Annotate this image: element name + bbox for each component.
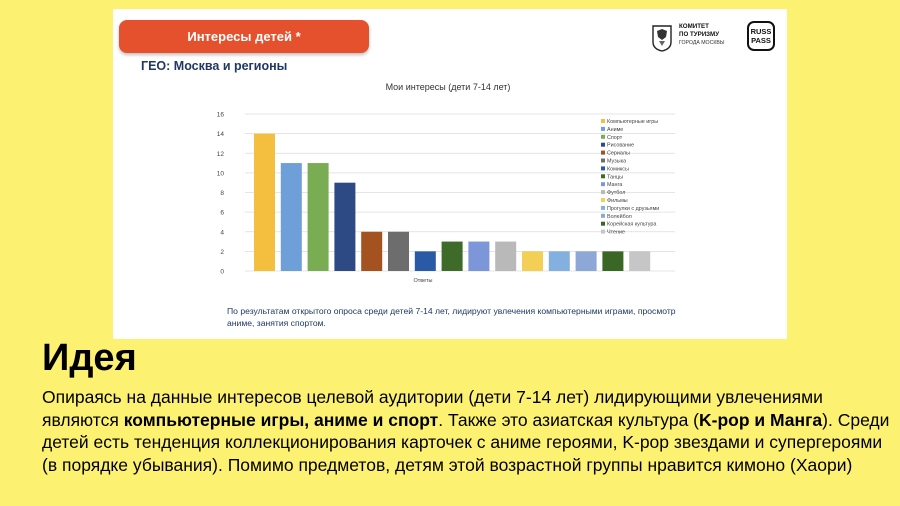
legend-label: Сериалы (607, 151, 630, 157)
idea-title: Идея (42, 337, 137, 379)
bar-14 (602, 251, 624, 271)
bar-3 (307, 163, 329, 271)
legend-label: Танцы (607, 174, 623, 180)
moscow-coat-of-arms-icon (652, 25, 672, 52)
slide-header-pill: Интересы детей * (119, 20, 369, 53)
chart-title: Мои интересы (дети 7-14 лет) (386, 82, 511, 92)
y-tick-label: 6 (220, 210, 224, 217)
legend-label: Комиксы (607, 166, 629, 172)
geo-label: ГЕО: Москва и регионы (141, 59, 288, 73)
idea-text-1: Опираясь на данные интересов целевой ауд… (42, 387, 823, 430)
y-tick-label: 12 (217, 151, 225, 158)
legend-label: Чтение (607, 230, 625, 236)
legend-swatch (601, 126, 605, 131)
legend-swatch (601, 174, 605, 179)
legend-label: Спорт (607, 135, 623, 141)
bar-1 (254, 133, 275, 271)
slide-image: Интересы детей * ГЕО: Москва и регионы К… (113, 9, 787, 339)
idea-text-2: . Также это азиатская культура ( (438, 409, 699, 430)
bar-11 (522, 251, 543, 271)
legend-label: Корейская культура (607, 221, 656, 228)
bar-8 (441, 241, 463, 271)
idea-text-3: ). Среди детей есть тенденция коллекцион… (42, 409, 890, 475)
legend-label: Футбол (607, 190, 625, 196)
x-axis-label: Ответы (413, 278, 432, 284)
bar-10 (495, 241, 517, 271)
legend-swatch (601, 142, 605, 147)
legend-label: Прогулки с друзьями (607, 206, 659, 212)
y-tick-label: 4 (220, 229, 224, 236)
interests-bar-chart: Мои интересы (дети 7-14 лет) 0 2 4 6 8 10 12 14 1… (217, 82, 675, 284)
bar-2 (280, 163, 302, 271)
y-tick-label: 8 (220, 190, 224, 197)
legend-label: Компьютерные игры (607, 119, 658, 125)
legend-label: Волейбол (607, 213, 632, 220)
legend-swatch (601, 198, 605, 202)
legend-swatch (601, 205, 605, 210)
legend-swatch (601, 221, 605, 226)
legend-label: Аниме (607, 127, 623, 133)
slide-header-title: Интересы детей * (187, 29, 301, 44)
legend-swatch (601, 134, 605, 139)
legend-label: Манга (607, 182, 622, 188)
legend-swatch (601, 158, 605, 163)
legend-label: Музыка (607, 159, 626, 165)
bar-13 (575, 251, 597, 271)
idea-paragraph: Опираясь на данные интересов целевой ауд… (42, 386, 892, 476)
legend-label: Фильмы (607, 198, 628, 204)
legend-swatch (601, 182, 605, 187)
legend-swatch (601, 190, 605, 195)
legend-swatch (601, 229, 605, 234)
y-tick-label: 14 (217, 131, 225, 138)
bar-4 (334, 182, 356, 271)
bar-9 (468, 241, 490, 271)
y-tick-label: 2 (220, 249, 224, 256)
legend-swatch (601, 213, 605, 218)
y-tick-label: 16 (217, 112, 225, 119)
committee-line-2: ПО ТУРИЗМУ (679, 31, 720, 38)
y-tick-label: 0 (220, 269, 224, 276)
legend-swatch (601, 166, 605, 171)
bar-5 (361, 231, 383, 271)
tourism-committee-logo: КОМИТЕТ ПО ТУРИЗМУ ГОРОДА МОСКВЫ (651, 22, 737, 54)
legend-swatch (601, 119, 605, 123)
russpass-line-2: PASS (751, 36, 771, 45)
committee-line-1: КОМИТЕТ (679, 23, 709, 30)
chart-caption: По результатам открытого опроса среди де… (227, 306, 676, 328)
bar-7 (414, 251, 436, 271)
bar-12 (548, 251, 570, 271)
committee-line-3: ГОРОДА МОСКВЫ (679, 40, 725, 46)
y-tick-label: 10 (217, 170, 225, 177)
russpass-line-1: RUSS (750, 27, 772, 36)
idea-bold-2: K-pop и Манга (699, 409, 823, 430)
idea-bold-1: компьютерные игры, аниме и спорт (123, 409, 439, 430)
legend-swatch (601, 150, 605, 155)
legend-label: Рисование (607, 143, 634, 149)
bar-15 (629, 251, 651, 271)
russpass-logo: RUSS PASS (747, 21, 775, 51)
bar-6 (388, 231, 409, 271)
